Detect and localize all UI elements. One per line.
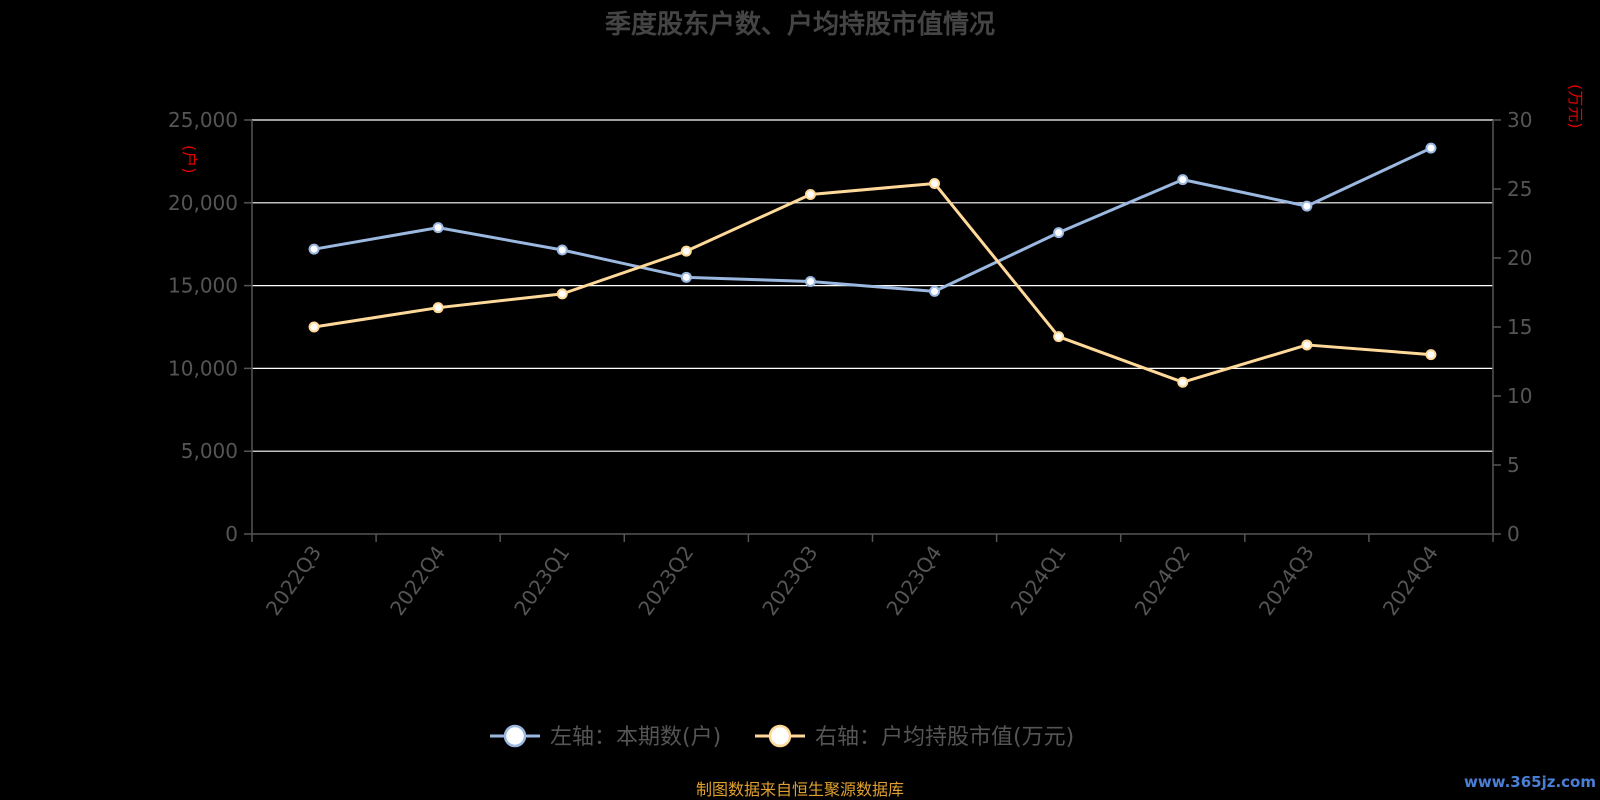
x-tick-label: 2022Q4 — [385, 541, 450, 620]
x-tick-label: 2023Q1 — [509, 541, 574, 620]
data-point[interactable] — [680, 271, 692, 283]
axes: 0 5,000 10,000 15,000 20,000 25,000 0 5 10 15 20 25… — [168, 108, 1532, 620]
x-tick-label: 2023Q2 — [633, 541, 698, 620]
x-tick-label: 2023Q4 — [881, 541, 946, 620]
x-tick-label: 2024Q1 — [1006, 541, 1071, 620]
legend-label[interactable]: 右轴：户均持股市值(万元) — [815, 725, 1074, 750]
data-point[interactable] — [1425, 142, 1437, 154]
x-tick-label: 2022Q3 — [261, 541, 326, 620]
right-tick-label: 30 — [1507, 108, 1532, 132]
left-tick-label: 15,000 — [168, 274, 238, 298]
data-point[interactable] — [804, 275, 816, 287]
data-point[interactable] — [556, 288, 568, 300]
data-point[interactable] — [929, 285, 941, 297]
right-tick-label: 10 — [1507, 384, 1532, 408]
right-tick-label: 5 — [1507, 453, 1520, 477]
data-point[interactable] — [1301, 200, 1313, 212]
series-line-0 — [313, 146, 1432, 293]
right-axis-unit: (万元) — [1566, 84, 1585, 129]
data-point[interactable] — [1301, 339, 1313, 351]
data-point[interactable] — [1177, 376, 1189, 388]
x-tick-label: 2024Q4 — [1378, 541, 1443, 620]
data-point[interactable] — [1053, 227, 1065, 239]
data-point[interactable] — [929, 177, 941, 189]
data-point[interactable] — [556, 244, 568, 256]
legend-swatch-marker — [503, 724, 527, 748]
left-tick-label: 25,000 — [168, 108, 238, 132]
legend[interactable]: 左轴：本期数(户) 右轴：户均持股市值(万元) — [490, 724, 1074, 750]
right-tick-label: 25 — [1507, 177, 1532, 201]
right-tick-label: 0 — [1507, 522, 1520, 546]
series — [308, 142, 1437, 388]
data-point[interactable] — [432, 222, 444, 234]
left-tick-label: 20,000 — [168, 191, 238, 215]
left-tick-label: 0 — [225, 522, 238, 546]
x-tick-label: 2024Q3 — [1254, 541, 1319, 620]
right-tick-label: 15 — [1507, 315, 1532, 339]
x-tick-label: 2023Q3 — [757, 541, 822, 620]
data-point[interactable] — [1425, 349, 1437, 361]
data-point[interactable] — [804, 189, 816, 201]
chart-title: 季度股东户数、户均持股市值情况 — [605, 9, 995, 40]
series-line-1 — [313, 181, 1432, 384]
data-point[interactable] — [1177, 174, 1189, 186]
source-note: 制图数据来自恒生聚源数据库 — [696, 780, 904, 799]
data-point[interactable] — [1053, 331, 1065, 343]
left-axis-unit: (户) — [180, 145, 199, 174]
data-point[interactable] — [432, 302, 444, 314]
legend-label[interactable]: 左轴：本期数(户) — [550, 725, 721, 750]
left-tick-label: 10,000 — [168, 356, 238, 380]
watermark: www.365jz.com — [1464, 773, 1596, 791]
data-point[interactable] — [680, 245, 692, 257]
data-point[interactable] — [308, 243, 320, 255]
legend-swatch-marker — [768, 724, 792, 748]
right-tick-label: 20 — [1507, 246, 1532, 270]
left-tick-label: 5,000 — [181, 439, 238, 463]
data-point[interactable] — [308, 321, 320, 333]
x-tick-label: 2024Q2 — [1130, 541, 1195, 620]
